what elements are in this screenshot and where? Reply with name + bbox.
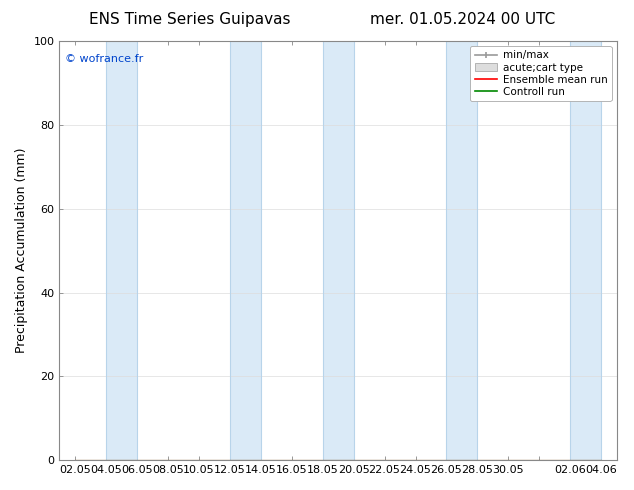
Text: mer. 01.05.2024 00 UTC: mer. 01.05.2024 00 UTC (370, 12, 555, 27)
Bar (230, 41, 261, 460)
Bar (323, 41, 354, 460)
Bar (571, 41, 601, 460)
Bar (106, 41, 137, 460)
Y-axis label: Precipitation Accumulation (mm): Precipitation Accumulation (mm) (15, 148, 28, 353)
Text: © wofrance.fr: © wofrance.fr (65, 53, 143, 64)
Legend: min/max, acute;cart type, Ensemble mean run, Controll run: min/max, acute;cart type, Ensemble mean … (470, 46, 612, 101)
Bar (446, 41, 477, 460)
Text: ENS Time Series Guipavas: ENS Time Series Guipavas (89, 12, 291, 27)
